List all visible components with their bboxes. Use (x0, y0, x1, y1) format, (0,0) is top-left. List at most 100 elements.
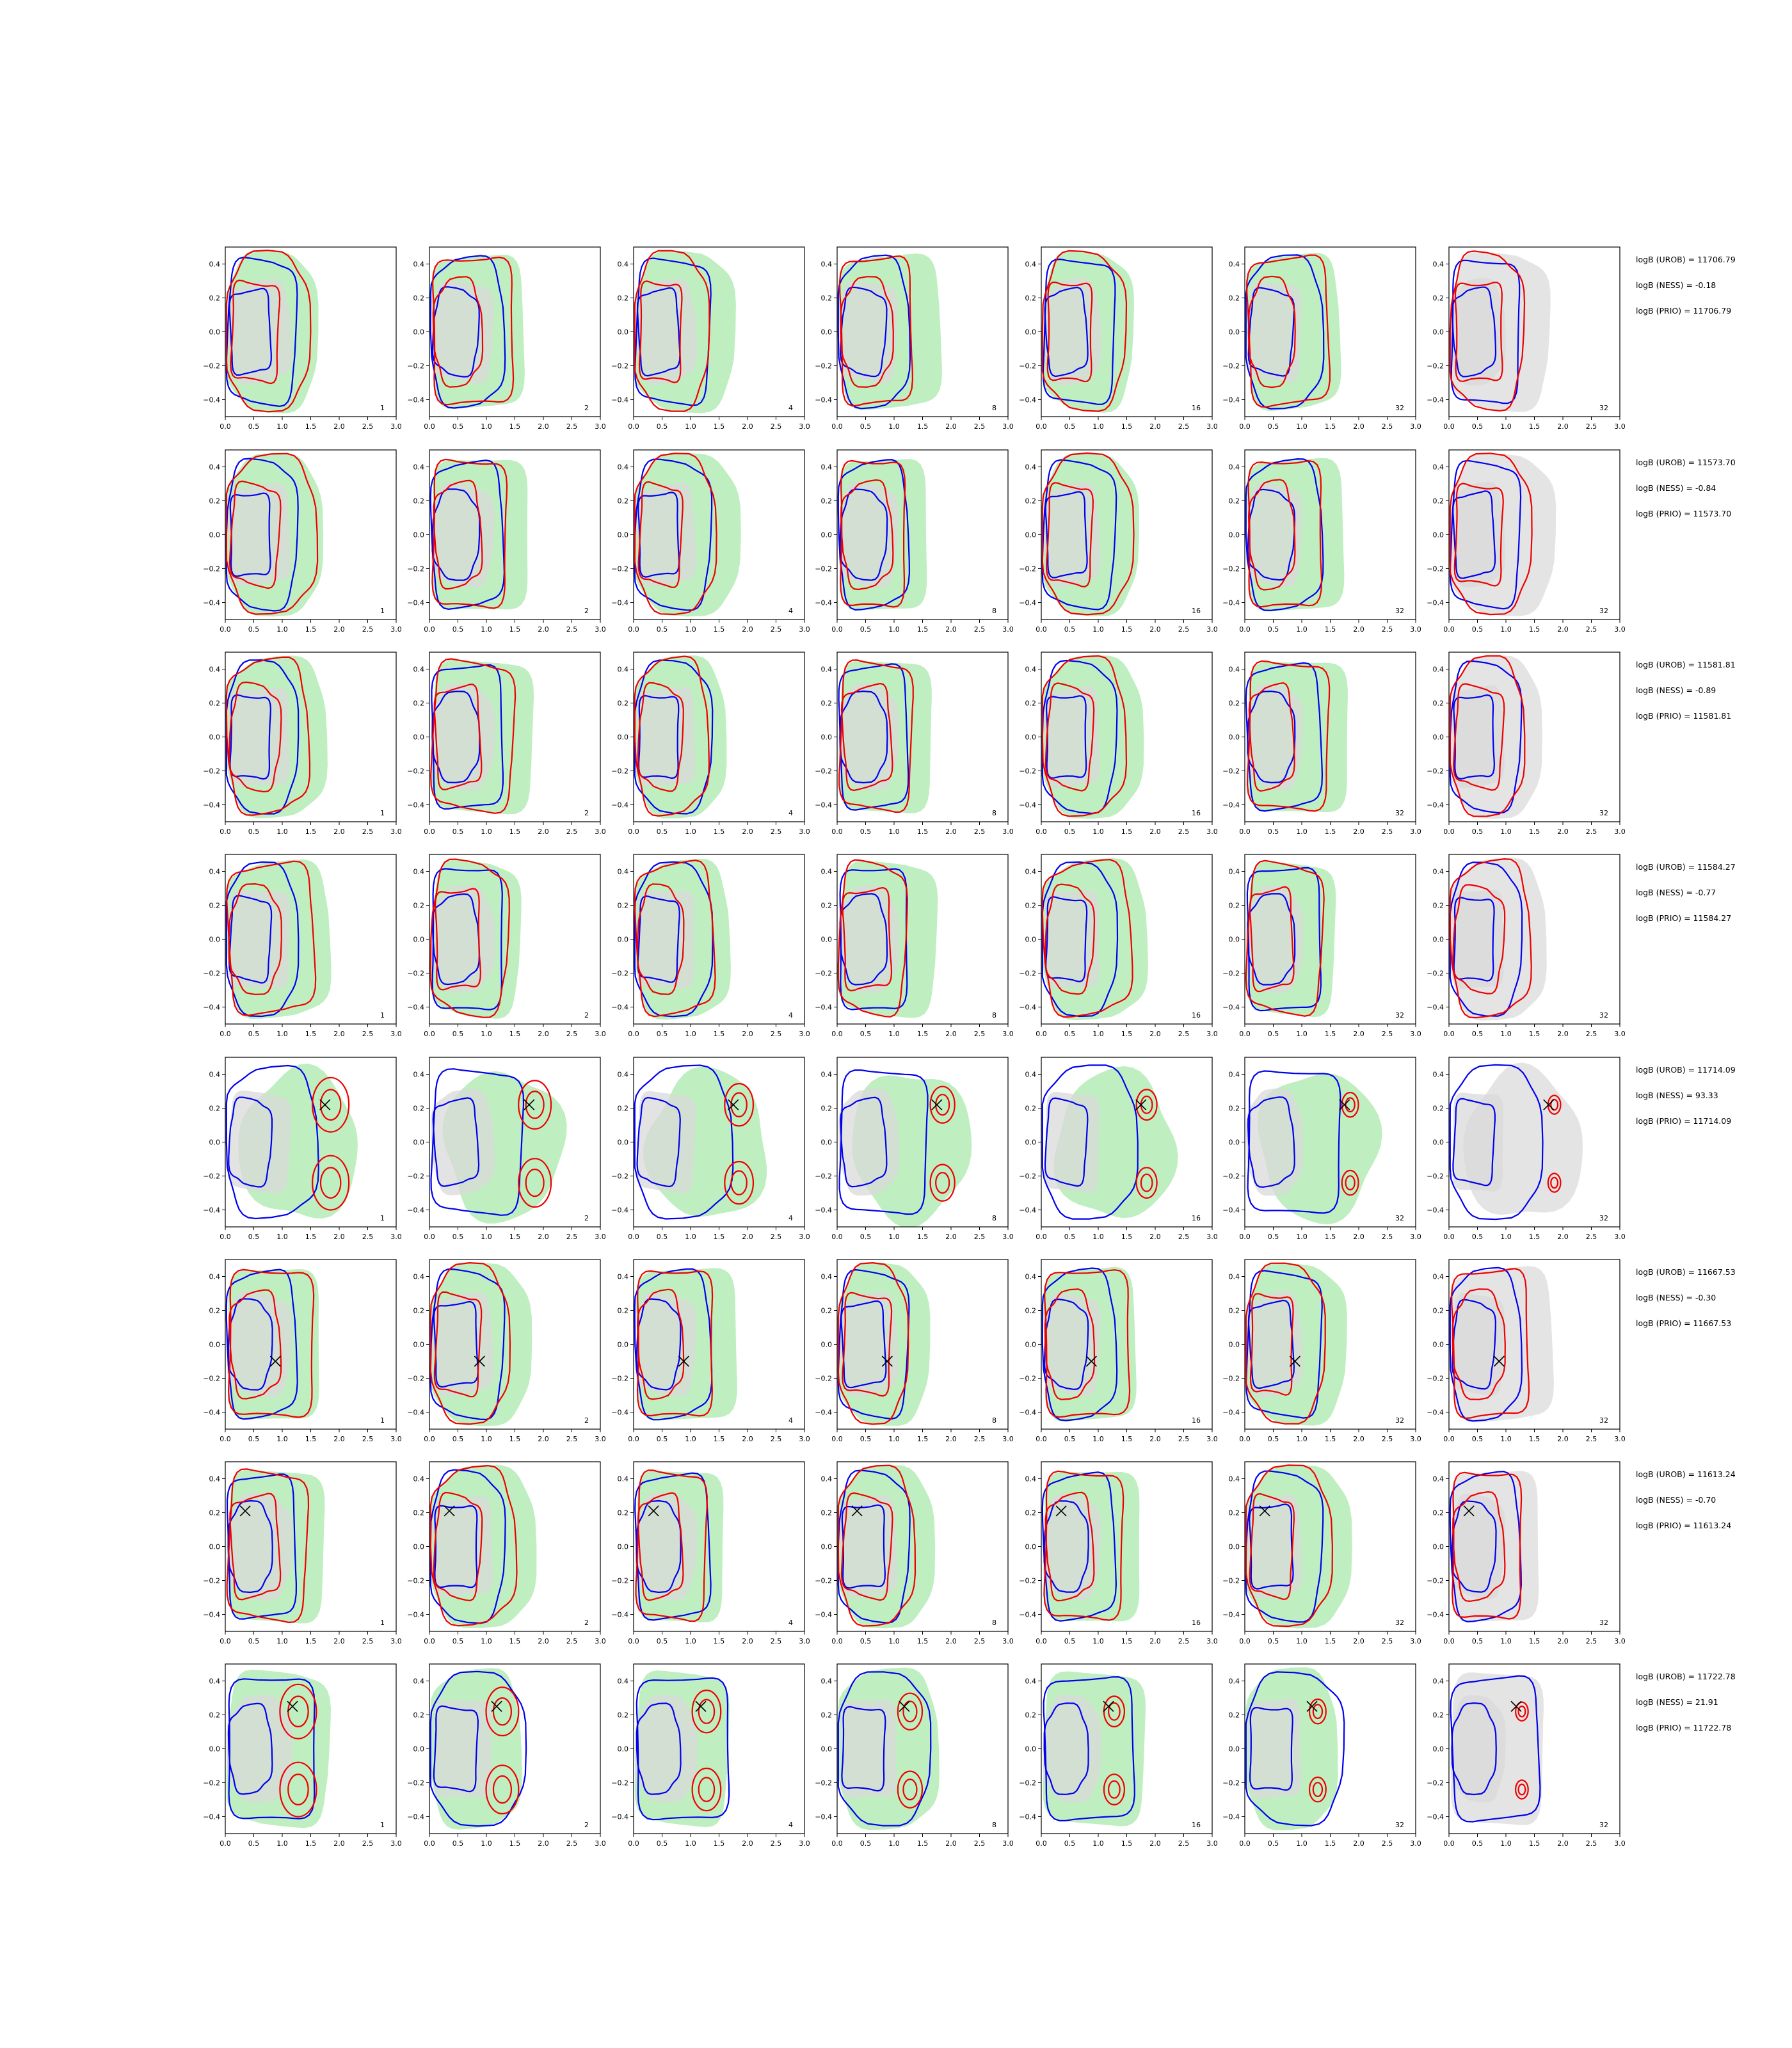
y-tick-label: 0.0 (1433, 531, 1444, 540)
y-tick-label: 0.0 (1433, 733, 1444, 742)
marker-x (1259, 1505, 1270, 1517)
x-tick-label: 0.0 (831, 1839, 843, 1848)
contour-blue-inner (227, 1298, 273, 1391)
y-tick-label: 0.4 (821, 463, 833, 472)
contour-red-inner (1453, 683, 1505, 791)
x-tick-label: 1.0 (685, 1839, 696, 1848)
contour-red-outer (225, 452, 319, 615)
x-tick-label: 3.0 (1410, 1233, 1421, 1241)
bayes-factor-row-1: logB (UROB) = 11706.79 logB (NESS) = -0.1… (1636, 255, 1736, 316)
x-tick-label: 1.0 (481, 1435, 492, 1443)
y-tick-label: 0.0 (209, 1543, 221, 1551)
x-tick-label: 1.5 (1325, 422, 1336, 431)
x-tick-label: 3.0 (390, 1030, 402, 1038)
y-tick-label: −0.2 (1019, 1779, 1036, 1788)
panel-size-label: 16 (1192, 809, 1201, 817)
x-tick-label: 1.0 (685, 828, 696, 836)
contour-red-mode-inner (730, 1170, 748, 1196)
y-tick-label: −0.4 (1019, 1813, 1036, 1821)
contour-red-inner (840, 479, 894, 591)
x-tick-label: 2.0 (333, 625, 345, 634)
y-tick-label: −0.2 (1019, 767, 1036, 776)
y-tick-label: 0.4 (1229, 260, 1240, 269)
contour-red-mode (1135, 1089, 1158, 1121)
y-tick-label: 0.2 (1433, 294, 1444, 303)
x-tick-label: 1.5 (509, 625, 521, 634)
y-tick-label: 0.0 (1433, 1341, 1444, 1349)
x-tick-label: 0.5 (860, 1637, 872, 1645)
x-tick-label: 3.0 (390, 625, 402, 634)
x-tick-label: 1.0 (276, 625, 288, 634)
x-tick-label: 1.0 (1296, 1435, 1308, 1443)
panel-size-label: 16 (1192, 1416, 1201, 1425)
x-tick-label: 3.0 (390, 828, 402, 836)
x-tick-label: 1.5 (509, 828, 521, 836)
y-tick-label: 0.0 (1229, 531, 1240, 540)
x-tick-label: 2.5 (566, 1435, 578, 1443)
y-tick-label: 0.4 (618, 1071, 629, 1079)
logb-log_prio: logB (PRIO) = 11613.24 (1636, 1521, 1731, 1530)
y-tick-label: −0.4 (203, 1611, 220, 1619)
x-tick-label: 0.5 (1064, 828, 1076, 836)
x-tick-label: 0.5 (452, 625, 464, 634)
x-tick-label: 3.0 (1614, 1233, 1626, 1241)
density-core (637, 890, 695, 989)
y-tick-label: 0.4 (209, 260, 221, 269)
x-tick-label: 1.0 (276, 1435, 288, 1443)
x-tick-label: 2.5 (1382, 1030, 1393, 1038)
marker-x (648, 1505, 659, 1517)
bayes-factor-row-7: logB (UROB) = 11613.24 logB (NESS) = -0.7… (1636, 1469, 1736, 1530)
y-tick-label: −0.2 (815, 1577, 832, 1585)
density-core (227, 1090, 292, 1194)
y-tick-label: 0.4 (413, 666, 425, 674)
density-core (1248, 1699, 1302, 1799)
x-tick-label: 3.0 (1410, 1030, 1421, 1038)
contour-blue-outer (1449, 1267, 1523, 1422)
x-tick-label: 0.5 (657, 1233, 668, 1241)
contour-red-outer (1449, 655, 1526, 817)
x-tick-label: 2.5 (974, 625, 986, 634)
x-tick-label: 1.5 (1529, 422, 1540, 431)
y-tick-label: 0.0 (1025, 733, 1037, 742)
x-tick-label: 0.5 (452, 1233, 464, 1241)
y-tick-label: 0.4 (618, 868, 629, 876)
x-tick-label: 2.5 (1382, 625, 1393, 634)
x-tick-label: 0.5 (657, 1435, 668, 1443)
contour-red-mode-inner (1312, 1782, 1324, 1798)
y-tick-label: 0.4 (1229, 868, 1240, 876)
logb-log_prio: logB (PRIO) = 11581.81 (1636, 711, 1731, 721)
y-tick-label: 0.2 (209, 902, 221, 910)
x-tick-label: 2.0 (1557, 625, 1569, 634)
x-tick-label: 1.0 (1092, 1839, 1104, 1848)
panel-r2-c5: 0.0 0.5 1.0 1.5 2.0 2.5 3.0 −0.4 −0.2 0.0 0.2 0.4 16 (1019, 449, 1218, 634)
density-core (1452, 1092, 1504, 1192)
marker-x (1543, 1099, 1555, 1110)
x-tick-label: 0.0 (628, 828, 639, 836)
contour-blue-outer (225, 861, 300, 1018)
panel-size-label: 32 (1599, 404, 1608, 412)
panel-r7-c4: 0.0 0.5 1.0 1.5 2.0 2.5 3.0 −0.4 −0.2 0.0 0.2 0.4 8 (815, 1461, 1014, 1645)
contour-red-outer (837, 1464, 916, 1627)
y-tick-label: 0.2 (1229, 700, 1240, 708)
x-tick-label: 2.5 (974, 1839, 986, 1848)
x-tick-label: 2.5 (771, 1233, 782, 1241)
x-tick-label: 2.5 (362, 422, 374, 431)
panel-size-label: 2 (584, 809, 589, 817)
y-tick-label: 0.0 (1025, 1543, 1037, 1551)
y-tick-label: 0.2 (1025, 497, 1037, 506)
y-tick-label: 0.2 (209, 1307, 221, 1315)
x-tick-label: 0.0 (1239, 422, 1251, 431)
x-tick-label: 2.0 (1149, 625, 1161, 634)
contour-blue-outer (634, 257, 712, 406)
panel-r6-c4: 0.0 0.5 1.0 1.5 2.0 2.5 3.0 −0.4 −0.2 0.0 0.2 0.4 8 (815, 1259, 1014, 1443)
x-tick-label: 0.0 (628, 625, 639, 634)
contour-blue-outer (1042, 259, 1116, 405)
x-tick-label: 1.0 (888, 828, 900, 836)
contour-red-inner (1249, 1492, 1295, 1601)
panel-size-label: 1 (380, 1619, 385, 1627)
x-tick-label: 2.5 (974, 1233, 986, 1241)
y-tick-label: 0.0 (1025, 1745, 1037, 1754)
y-tick-label: −0.2 (1427, 767, 1444, 776)
contour-red-inner (1248, 682, 1295, 792)
logb-log_uroB: logB (UROB) = 11573.70 (1636, 458, 1736, 467)
